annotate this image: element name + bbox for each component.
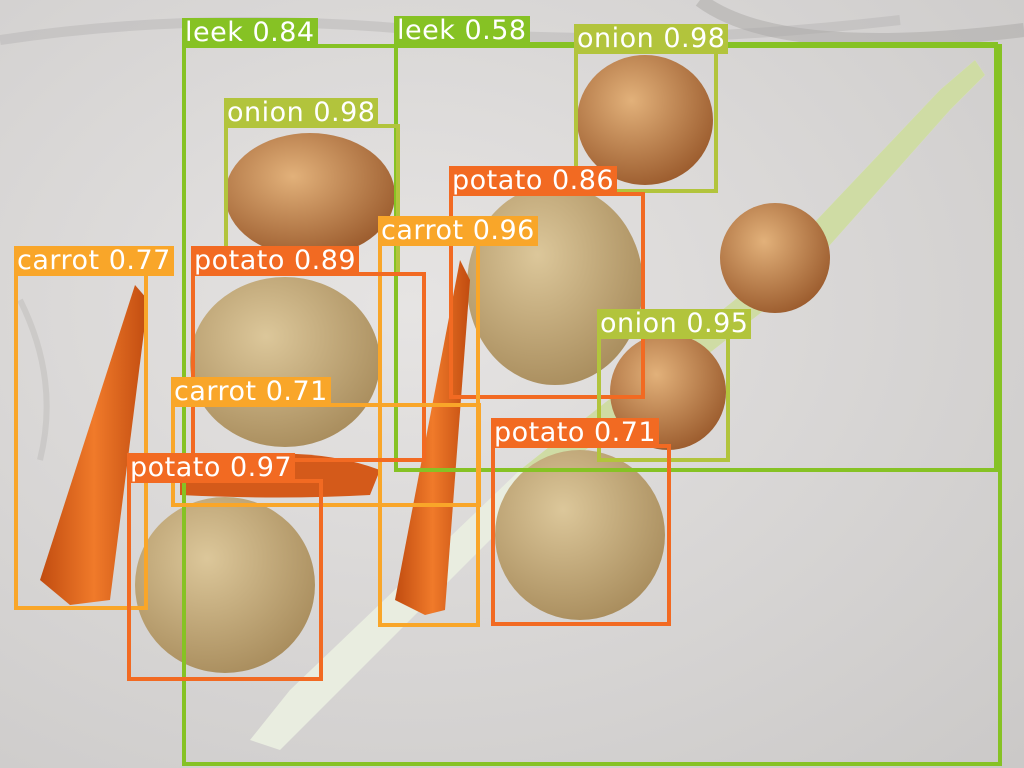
carrot-bounding-box: carrot 0.96 — [378, 216, 538, 627]
detection-label: onion 0.95 — [597, 309, 752, 339]
detection-label: onion 0.98 — [574, 24, 729, 54]
detection-label: potato 0.97 — [127, 453, 296, 483]
onion-bounding-box: onion 0.98 — [224, 98, 400, 276]
potato-bounding-box: potato 0.89 — [191, 246, 426, 462]
detection-label: potato 0.89 — [191, 246, 360, 276]
detection-label: leek 0.58 — [394, 16, 530, 46]
potato-bounding-box: potato 0.97 — [127, 453, 323, 681]
carrot-bounding-box: carrot 0.71 — [171, 377, 481, 507]
detection-label: leek 0.84 — [182, 18, 318, 48]
carrot-bounding-box: carrot 0.77 — [14, 246, 174, 610]
detection-label: potato 0.71 — [491, 418, 660, 448]
detection-label: carrot 0.96 — [378, 216, 538, 246]
potato-bounding-box: potato 0.71 — [491, 418, 671, 626]
detection-label: carrot 0.71 — [171, 377, 331, 407]
potato-bounding-box: potato 0.86 — [449, 166, 645, 399]
detection-label: carrot 0.77 — [14, 246, 174, 276]
onion-bounding-box: onion 0.98 — [574, 24, 729, 193]
onion-bounding-box: onion 0.95 — [597, 309, 752, 462]
detection-label: potato 0.86 — [449, 166, 618, 196]
detection-label: onion 0.98 — [224, 98, 379, 128]
